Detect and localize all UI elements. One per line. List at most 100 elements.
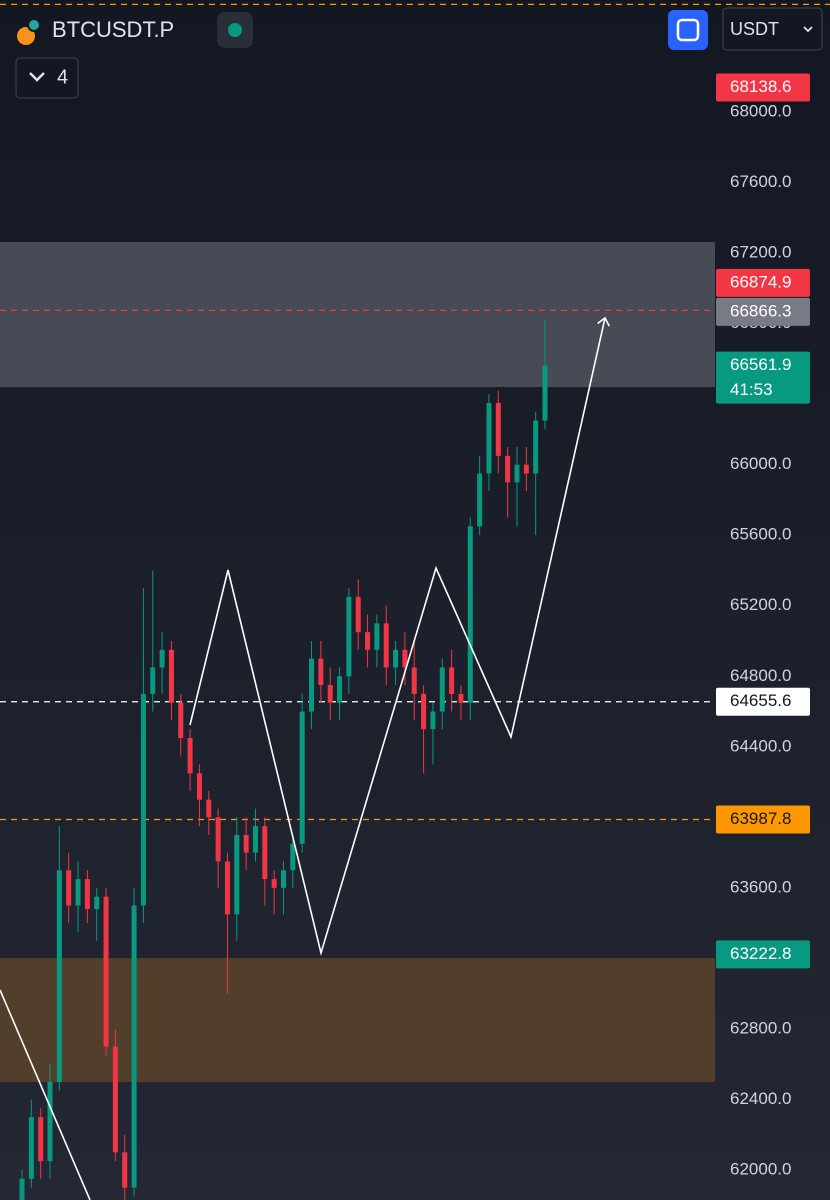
candle-body — [187, 737, 193, 774]
candles — [19, 320, 548, 1200]
candle-body — [458, 693, 464, 703]
candle-body — [159, 649, 165, 668]
fullscreen-icon — [676, 18, 700, 42]
candle-body — [467, 526, 473, 703]
candle-body — [393, 649, 399, 668]
price-label: 68138.6 — [730, 77, 791, 96]
candle-body — [215, 817, 221, 862]
candle-body — [430, 711, 436, 730]
price-label-box — [716, 687, 810, 716]
price-label: 64655.6 — [730, 691, 791, 710]
btc-icon — [17, 27, 35, 45]
candle-body — [75, 879, 81, 906]
candle-body — [514, 464, 520, 483]
candle-body — [271, 879, 277, 888]
candle-body — [486, 402, 492, 474]
price-label-box — [716, 73, 810, 102]
price-labels: 68138.6 66874.9 66866.3 66561.9 41:53 64655.6… — [716, 73, 810, 969]
indicator-count: 4 — [57, 66, 68, 88]
candle-body — [112, 1046, 118, 1153]
candle-body — [374, 623, 380, 650]
candle-body — [337, 676, 343, 703]
candle-body — [421, 693, 427, 730]
header: BTCUSDT.P 4 USDT — [15, 7, 823, 99]
candle-body — [47, 1081, 53, 1162]
price-label: 66874.9 — [730, 272, 791, 291]
candle-body — [84, 879, 90, 910]
candle-body — [196, 773, 202, 800]
y-tick-label: 66000.0 — [730, 454, 791, 473]
candle-body — [439, 667, 445, 712]
candle-body — [206, 799, 212, 818]
candle-body — [150, 667, 156, 694]
currency-select[interactable] — [722, 7, 823, 51]
y-tick-label: 67600.0 — [730, 172, 791, 191]
candle-body — [365, 632, 371, 650]
market-status — [228, 23, 242, 37]
candle-body — [243, 834, 249, 853]
candle-body — [262, 826, 268, 880]
candle-body — [19, 1178, 25, 1200]
fullscreen-button[interactable] — [668, 10, 708, 50]
exchange-icon — [27, 18, 41, 32]
price-label-box — [716, 940, 810, 969]
price-label: 66561.9 — [730, 355, 791, 374]
candle-body — [299, 711, 305, 844]
candle-body — [224, 861, 230, 915]
candle-body — [178, 702, 184, 738]
candle-body — [66, 870, 72, 906]
price-label-box — [716, 351, 810, 404]
symbol[interactable]: BTCUSDT.P — [52, 17, 174, 42]
candle-body — [94, 896, 100, 910]
y-tick-label: 67200.0 — [730, 243, 791, 262]
candle-body — [131, 905, 137, 1188]
currency: USDT — [730, 19, 779, 39]
candle-body — [318, 658, 324, 686]
y-tick-label: 62000.0 — [730, 1160, 791, 1179]
trend-line — [0, 989, 91, 1200]
candle-body — [309, 658, 315, 712]
candle-body — [402, 649, 408, 668]
candle-body — [542, 365, 548, 421]
candle-body — [523, 464, 529, 474]
y-tick-label: 65600.0 — [730, 525, 791, 544]
price-label-box — [716, 805, 810, 834]
dropdown-caret — [803, 26, 813, 33]
zone — [0, 241, 715, 388]
zones — [0, 241, 715, 1083]
candle-body — [168, 649, 174, 703]
candle-body — [252, 826, 258, 853]
price-label: 66866.3 — [730, 301, 791, 320]
price-label: 63987.8 — [730, 809, 791, 828]
candle-body — [411, 667, 417, 694]
candle-body — [290, 843, 296, 871]
candle-body — [28, 1117, 34, 1179]
price-label: 63222.8 — [730, 944, 791, 963]
candle-body — [56, 870, 62, 1082]
candle-body — [505, 455, 511, 483]
candle-body — [477, 473, 483, 527]
y-tick-label: 64400.0 — [730, 736, 791, 755]
price-label-box — [716, 297, 810, 326]
y-tick-label: 65200.0 — [730, 595, 791, 614]
candle-body — [533, 420, 539, 474]
candle-body — [281, 870, 286, 888]
y-tick-label: 64800.0 — [730, 666, 791, 685]
y-tick-label: 62400.0 — [730, 1089, 791, 1108]
candle-body — [495, 402, 501, 456]
zone — [0, 958, 715, 1083]
indicator-toggle[interactable] — [15, 57, 79, 99]
candle-body — [38, 1117, 44, 1162]
drawing — [0, 316, 611, 1200]
price-lines — [0, 3, 830, 821]
y-tick-label: 68000.0 — [730, 101, 791, 120]
candle-body — [383, 623, 389, 668]
bar-countdown: 41:53 — [730, 380, 773, 399]
candle-body — [103, 896, 109, 1047]
candle-body — [327, 685, 333, 703]
candle-body — [346, 596, 352, 677]
y-tick-label: 63600.0 — [730, 877, 791, 896]
candle-body — [140, 693, 146, 906]
